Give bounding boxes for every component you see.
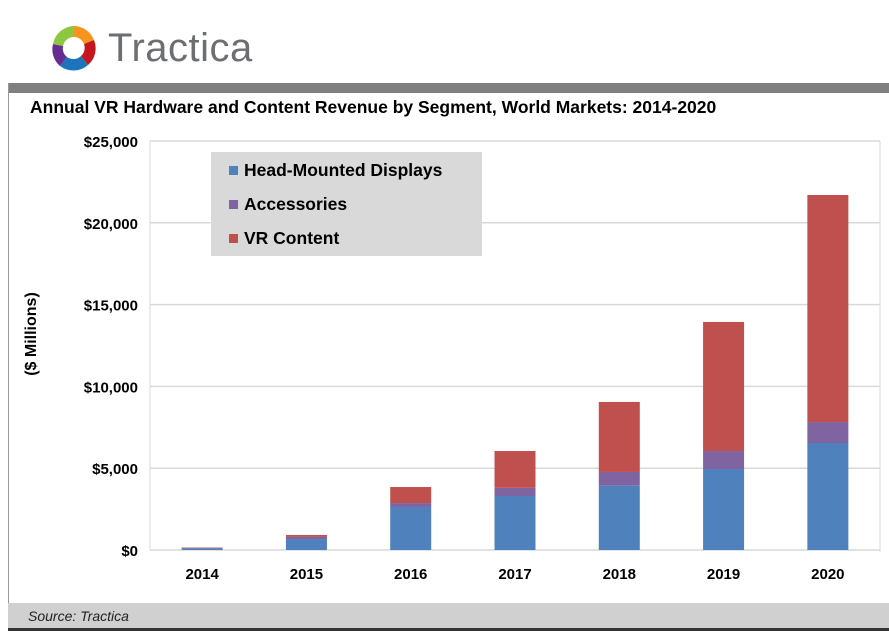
bar-head-mounted-displays-2014 bbox=[181, 548, 223, 550]
chart-title: Annual VR Hardware and Content Revenue b… bbox=[30, 97, 717, 117]
bar-accessories-2018 bbox=[598, 471, 640, 486]
source-note: Source: Tractica bbox=[28, 608, 129, 624]
bar-accessories-2016 bbox=[390, 503, 432, 507]
bar-accessories-2020 bbox=[807, 422, 849, 444]
legend-item-accessories: Accessories bbox=[229, 194, 347, 215]
y-tick-label: $5,000 bbox=[92, 461, 138, 478]
bar-accessories-2015 bbox=[285, 536, 327, 540]
header-divider bbox=[8, 83, 889, 93]
y-tick-label: $25,000 bbox=[84, 134, 138, 151]
legend-item-hmd: Head-Mounted Displays bbox=[229, 160, 442, 181]
x-tick-label: 2017 bbox=[498, 566, 531, 583]
logo-icon bbox=[52, 26, 96, 71]
bar-vr-content-2015 bbox=[285, 534, 327, 537]
logo-text: Tractica bbox=[108, 25, 253, 70]
legend-item-vr-content: VR Content bbox=[229, 228, 339, 249]
frame-border bbox=[8, 83, 9, 628]
legend-swatch bbox=[229, 234, 238, 243]
bar-vr-content-2018 bbox=[598, 401, 640, 472]
legend-label: Head-Mounted Displays bbox=[244, 160, 443, 180]
bar-head-mounted-displays-2019 bbox=[703, 469, 745, 550]
x-tick-label: 2020 bbox=[811, 566, 844, 583]
bar-head-mounted-displays-2015 bbox=[285, 539, 327, 550]
y-axis-label: ($ Millions) bbox=[22, 292, 40, 376]
legend-swatch bbox=[229, 200, 238, 209]
y-tick-label: $20,000 bbox=[84, 216, 138, 233]
x-tick-label: 2016 bbox=[394, 566, 427, 583]
bar-vr-content-2019 bbox=[703, 321, 745, 452]
bar-head-mounted-displays-2017 bbox=[494, 496, 536, 550]
bar-head-mounted-displays-2016 bbox=[390, 506, 432, 550]
x-tick-label: 2018 bbox=[603, 566, 636, 583]
x-tick-label: 2014 bbox=[185, 566, 219, 583]
footer: Source: Tractica bbox=[8, 603, 889, 631]
x-tick-label: 2015 bbox=[290, 566, 323, 583]
legend-label: VR Content bbox=[244, 228, 340, 248]
y-tick-label: $15,000 bbox=[84, 298, 138, 315]
tractica-logo: Tractica bbox=[48, 22, 253, 74]
legend-swatch bbox=[229, 166, 238, 175]
legend-label: Accessories bbox=[244, 194, 348, 214]
bar-head-mounted-displays-2018 bbox=[598, 485, 640, 550]
y-tick-label: $10,000 bbox=[84, 379, 138, 396]
bar-head-mounted-displays-2020 bbox=[807, 443, 849, 550]
bar-vr-content-2016 bbox=[390, 487, 432, 504]
bar-accessories-2019 bbox=[703, 451, 745, 470]
bar-accessories-2017 bbox=[494, 487, 536, 497]
legend: Head-Mounted Displays Accessories VR Con… bbox=[211, 152, 482, 256]
y-tick-label: $0 bbox=[121, 543, 138, 560]
bar-vr-content-2017 bbox=[494, 451, 536, 488]
x-tick-label: 2019 bbox=[707, 566, 740, 583]
bar-vr-content-2020 bbox=[807, 194, 849, 423]
